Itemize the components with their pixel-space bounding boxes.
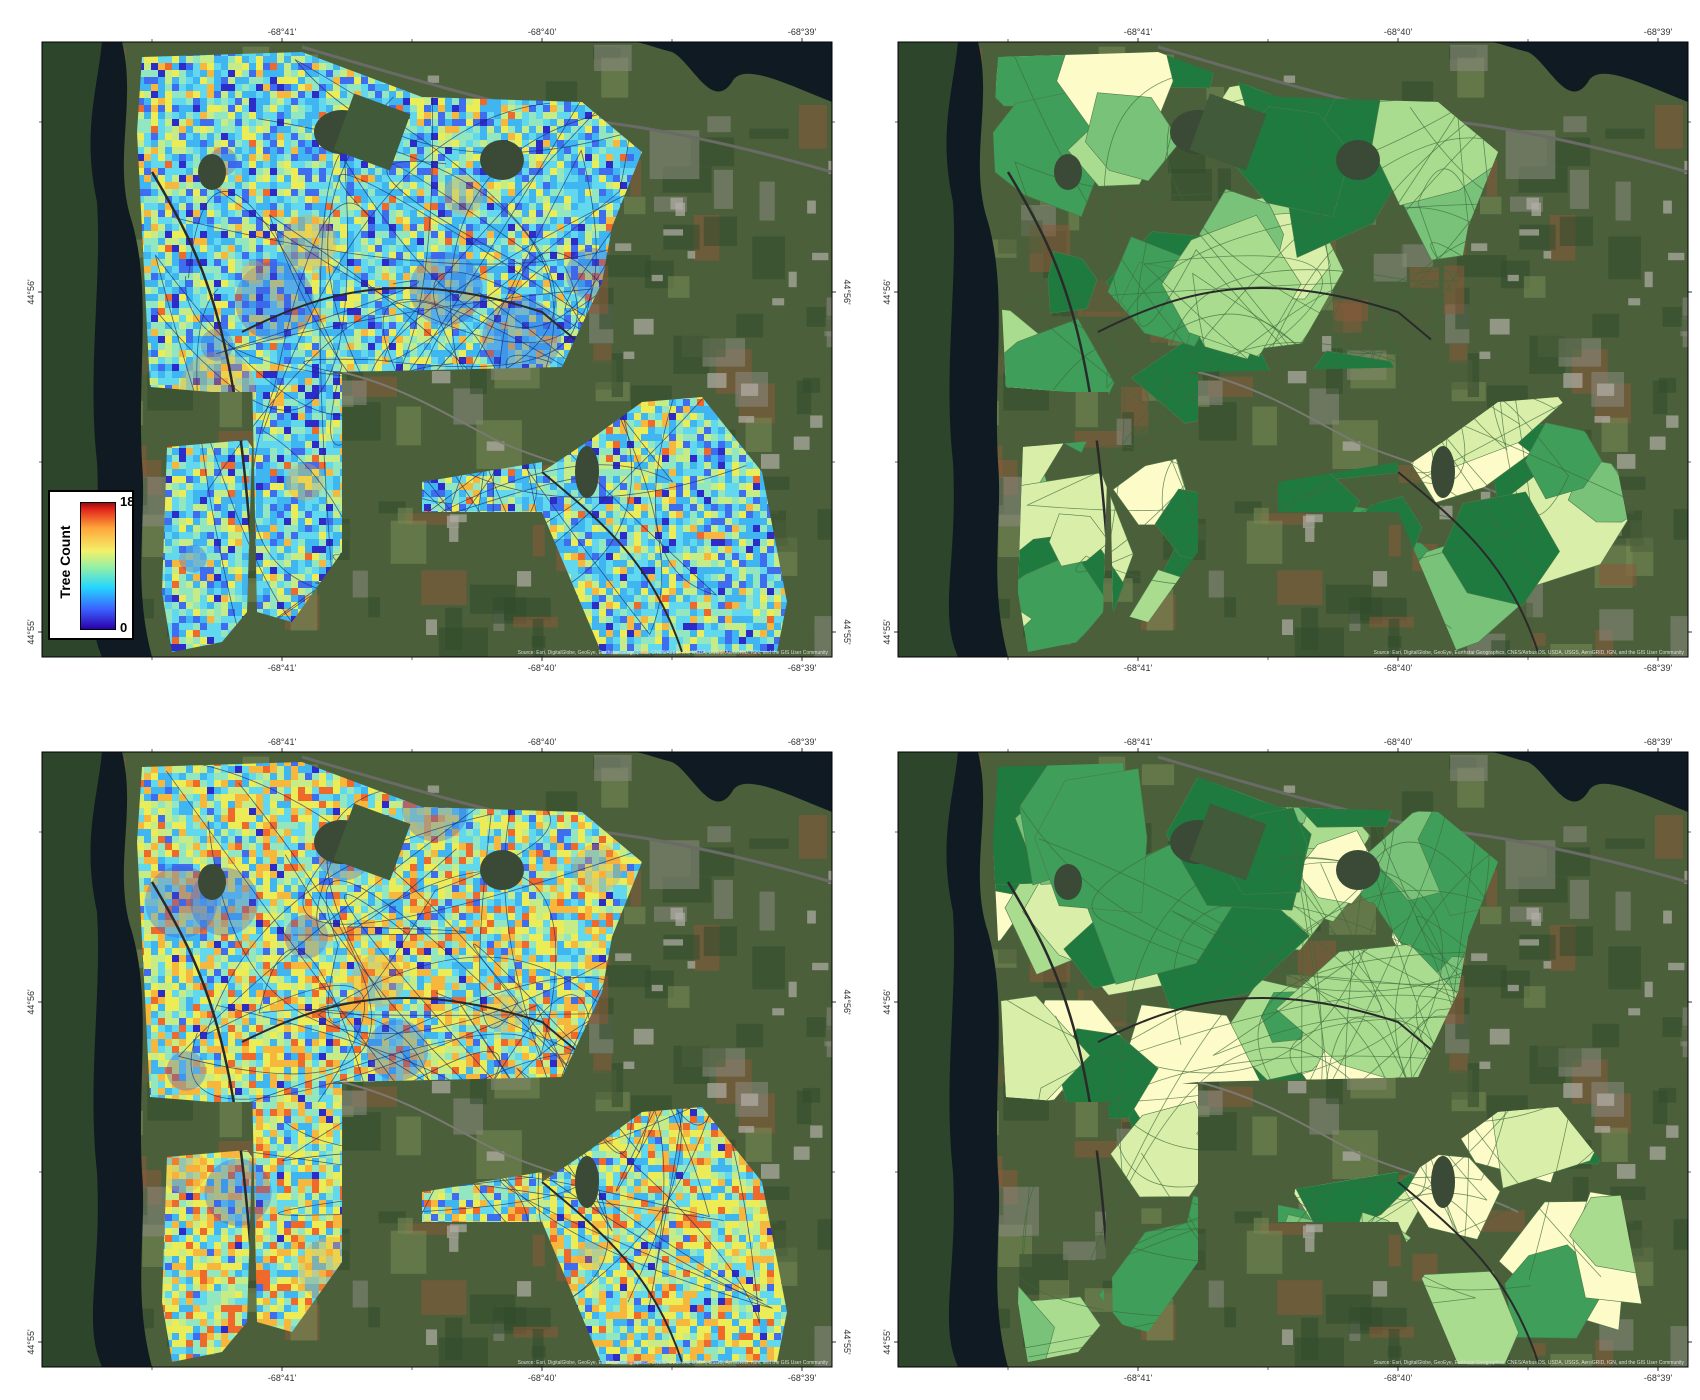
legend-max-label: 18 [120, 494, 135, 509]
imagery-attribution: Source: Esri, DigitalGlobe, GeoEye, Eart… [518, 1360, 829, 1366]
legend-title: Tree Count [57, 525, 73, 599]
side-latitude-tick-label: 44°55' [1698, 619, 1700, 645]
top-longitude-tick-label: -68°40' [528, 737, 557, 747]
map-svg: -68°41' -68°40' -68°39' -68°41' -68°40' -68°3… [26, 27, 852, 673]
bottom-longitude-tick-label: -68°39' [788, 1373, 817, 1383]
bottom-longitude-tick-label: -68°40' [528, 663, 557, 673]
map-svg: -68°41' -68°40' -68°39' -68°41' -68°40' -68°3… [26, 737, 852, 1383]
top-longitude-tick-label: -68°39' [1644, 27, 1673, 37]
side-latitude-tick-label: 44°56' [1698, 989, 1700, 1015]
bottom-longitude-tick-label: -68°39' [788, 663, 817, 673]
bottom-longitude-tick-label: -68°39' [1644, 663, 1673, 673]
map-frame [41, 751, 833, 1368]
side-latitude-tick-label: 44°56' [26, 989, 36, 1015]
side-latitude-tick-label: 44°55' [26, 1329, 36, 1355]
map-area [898, 42, 1688, 657]
map-panel-bottom-right: -68°41' -68°40' -68°39' -68°41' -68°40' -68°3… [878, 732, 1700, 1387]
bottom-longitude-tick-label: -68°41' [1124, 1373, 1153, 1383]
bottom-longitude-tick-label: -68°41' [268, 1373, 297, 1383]
map-area [42, 752, 832, 1367]
imagery-attribution: Source: Esri, DigitalGlobe, GeoEye, Eart… [1374, 650, 1685, 656]
map-svg: -68°41' -68°40' -68°39' -68°41' -68°40' -68°3… [882, 737, 1700, 1383]
side-latitude-tick-label: 44°55' [882, 619, 892, 645]
side-latitude-tick-label: 44°56' [882, 989, 892, 1015]
side-latitude-tick-label: 44°56' [26, 279, 36, 305]
side-latitude-tick-label: 44°56' [842, 279, 852, 305]
top-longitude-tick-label: -68°40' [528, 27, 557, 37]
top-longitude-tick-label: -68°41' [1124, 27, 1153, 37]
side-latitude-tick-label: 44°55' [26, 619, 36, 645]
side-latitude-tick-label: 44°55' [842, 1329, 852, 1355]
top-longitude-tick-label: -68°41' [1124, 737, 1153, 747]
bottom-longitude-tick-label: -68°39' [1644, 1373, 1673, 1383]
side-latitude-tick-label: 44°56' [882, 279, 892, 305]
map-panel-bottom-left: -68°41' -68°40' -68°39' -68°41' -68°40' -68°3… [22, 732, 852, 1387]
map-area [898, 752, 1688, 1367]
map-svg: -68°41' -68°40' -68°39' -68°41' -68°40' -68°3… [882, 27, 1700, 673]
map-frame [41, 41, 833, 658]
top-longitude-tick-label: -68°40' [1384, 737, 1413, 747]
top-longitude-tick-label: -68°39' [788, 737, 817, 747]
side-latitude-tick-label: 44°56' [1698, 279, 1700, 305]
side-latitude-tick-label: 44°55' [842, 619, 852, 645]
side-latitude-tick-label: 44°56' [842, 989, 852, 1015]
map-frame [897, 751, 1689, 1368]
imagery-attribution: Source: Esri, DigitalGlobe, GeoEye, Eart… [1374, 1360, 1685, 1366]
map-frame [897, 41, 1689, 658]
top-longitude-tick-label: -68°39' [788, 27, 817, 37]
top-longitude-tick-label: -68°40' [1384, 27, 1413, 37]
bottom-longitude-tick-label: -68°40' [1384, 663, 1413, 673]
map-panel-top-right: -68°41' -68°40' -68°39' -68°41' -68°40' -68°3… [878, 22, 1700, 677]
legend: Tree Count 18 0 [48, 490, 134, 640]
side-latitude-tick-label: 44°55' [882, 1329, 892, 1355]
map-area [42, 42, 832, 657]
bottom-longitude-tick-label: -68°41' [1124, 663, 1153, 673]
top-longitude-tick-label: -68°41' [268, 737, 297, 747]
imagery-attribution: Source: Esri, DigitalGlobe, GeoEye, Eart… [518, 650, 829, 656]
top-longitude-tick-label: -68°39' [1644, 737, 1673, 747]
bottom-longitude-tick-label: -68°41' [268, 663, 297, 673]
bottom-longitude-tick-label: -68°40' [1384, 1373, 1413, 1383]
map-panel-top-left: -68°41' -68°40' -68°39' -68°41' -68°40' -68°3… [22, 22, 852, 677]
side-latitude-tick-label: 44°55' [1698, 1329, 1700, 1355]
legend-min-label: 0 [120, 620, 128, 635]
bottom-longitude-tick-label: -68°40' [528, 1373, 557, 1383]
top-longitude-tick-label: -68°41' [268, 27, 297, 37]
legend-color-ramp [80, 502, 116, 630]
